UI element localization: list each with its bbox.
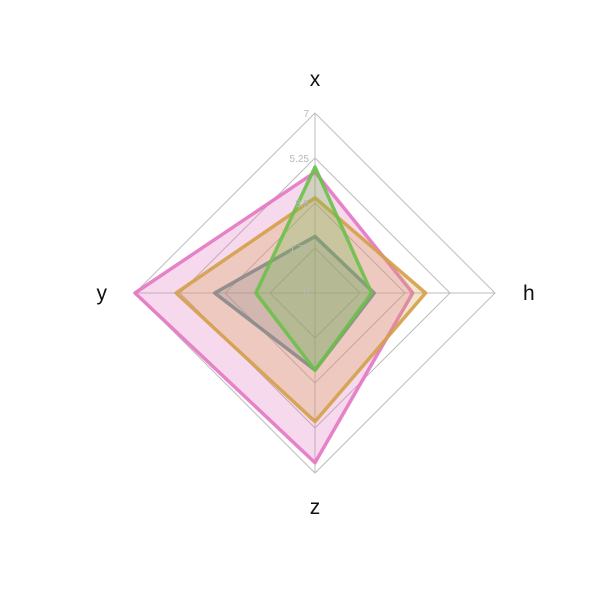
tick-label: 3.5 xyxy=(295,199,309,210)
series-2-polygon xyxy=(174,196,428,424)
tick-label-layer: 0 1.75 3.5 5.25 7 xyxy=(290,109,310,300)
grid-layer xyxy=(134,112,496,474)
tick-label: 1.75 xyxy=(290,244,310,255)
tick-label: 5.25 xyxy=(290,154,310,165)
series-4-polygon xyxy=(254,165,374,372)
axis-label-h: h xyxy=(523,282,535,305)
tick-label: 7 xyxy=(303,109,309,120)
series-layer xyxy=(133,165,428,465)
axis-label-z: z xyxy=(310,496,321,519)
axis-label-layer: x h z y xyxy=(97,68,535,519)
axis-label-x: x xyxy=(310,68,321,91)
tick-label: 0 xyxy=(303,289,309,300)
axis-label-y: y xyxy=(97,282,108,305)
